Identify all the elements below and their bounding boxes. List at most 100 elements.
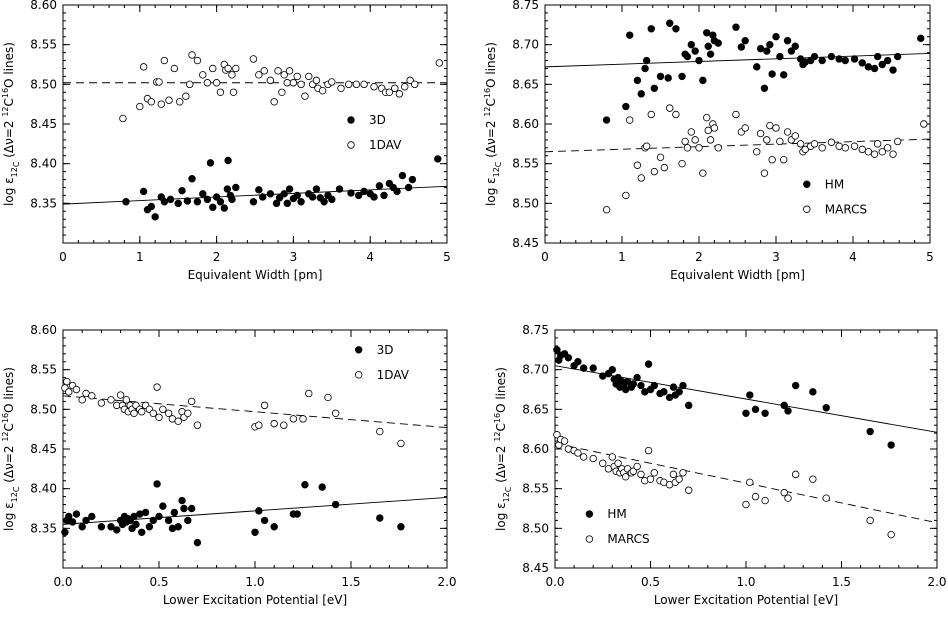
data-point-1dav	[160, 56, 169, 65]
data-point-hm	[889, 66, 897, 74]
y-tick-label: 8.45	[30, 442, 57, 456]
data-point-1dav	[122, 396, 131, 404]
data-point-3d	[178, 496, 186, 505]
data-point-1dav	[285, 67, 294, 75]
data-point-hm	[818, 56, 826, 65]
data-point-1dav	[209, 64, 217, 73]
data-point-marcs	[629, 467, 638, 475]
y-tick-label: 8.45	[30, 117, 57, 131]
data-point-3d	[223, 185, 232, 193]
data-point-1dav	[136, 102, 144, 111]
x-tick-label: 2.0	[437, 575, 456, 589]
data-point-1dav	[331, 409, 340, 417]
data-point-3d	[375, 182, 384, 190]
data-point-marcs	[772, 124, 780, 132]
data-point-marcs	[633, 462, 641, 471]
data-point-3d	[266, 190, 275, 198]
legend-label: HM	[825, 177, 844, 191]
data-point-1dav	[274, 67, 282, 75]
data-point-hm	[666, 19, 674, 27]
data-point-1dav	[401, 83, 409, 91]
data-point-hm	[827, 52, 836, 61]
data-point-3d	[275, 194, 284, 202]
data-point-marcs	[660, 163, 669, 172]
legend-label: 3D	[377, 343, 394, 357]
data-point-3d	[159, 502, 167, 510]
data-point-marcs	[746, 478, 754, 487]
data-point-1dav	[184, 409, 192, 417]
data-point-marcs	[650, 167, 659, 176]
data-point-marcs	[672, 110, 680, 119]
data-point-1dav	[139, 63, 148, 71]
x-tick-label: 2	[213, 250, 221, 264]
data-point-hm	[741, 37, 749, 45]
data-point-3d	[203, 195, 212, 204]
data-point-1dav	[249, 55, 258, 63]
y-tick-label: 8.50	[30, 402, 57, 416]
data-point-1dav	[229, 88, 238, 96]
data-point-3d	[380, 191, 388, 200]
data-point-marcs	[644, 446, 653, 455]
data-point-hm	[751, 405, 760, 414]
data-point-hm	[656, 72, 665, 81]
data-point-3d	[151, 213, 159, 221]
x-tick-label: 4	[849, 250, 857, 264]
data-point-1dav	[411, 80, 419, 89]
data-point-hm	[637, 381, 645, 390]
legend-label: 1DAV	[369, 138, 402, 152]
data-point-1dav	[186, 80, 194, 89]
data-point-3d	[187, 504, 196, 513]
data-point-hm	[809, 388, 817, 396]
data-point-3d	[318, 483, 326, 491]
fit-line-hm	[544, 52, 931, 68]
y-tick-label: 8.65	[522, 402, 549, 416]
data-point-hm	[660, 388, 668, 396]
data-point-hm	[760, 84, 769, 92]
data-point-hm	[669, 383, 678, 391]
data-point-hm	[742, 409, 750, 417]
data-point-marcs	[780, 155, 788, 164]
data-point-hm	[672, 25, 680, 33]
data-point-hm	[704, 42, 712, 50]
data-point-1dav	[155, 413, 163, 421]
data-point-hm	[633, 76, 642, 85]
data-point-marcs	[866, 516, 874, 525]
legend-label: HM	[607, 507, 626, 521]
data-point-3d	[141, 508, 150, 517]
y-tick-label: 8.50	[522, 521, 549, 535]
data-point-marcs	[791, 470, 800, 479]
data-point-1dav	[182, 92, 190, 100]
data-point-3d	[255, 507, 263, 515]
data-point-3d	[331, 500, 340, 509]
data-point-hm	[642, 56, 651, 65]
data-point-marcs	[710, 124, 719, 132]
y-tick-label: 8.65	[512, 77, 539, 91]
data-point-marcs	[599, 459, 607, 467]
data-point-marcs	[646, 475, 655, 483]
y-tick-label: 8.55	[30, 363, 57, 377]
data-point-1dav	[155, 78, 163, 86]
data-point-marcs	[766, 121, 774, 130]
data-point-3d	[216, 198, 225, 206]
data-point-marcs	[703, 113, 711, 122]
data-point-marcs	[741, 124, 749, 132]
data-point-1dav	[232, 64, 240, 73]
data-point-1dav	[289, 79, 298, 87]
data-point-hm	[810, 52, 819, 61]
data-point-marcs	[841, 144, 849, 152]
y-tick-label: 8.45	[522, 561, 549, 575]
data-point-marcs	[751, 492, 760, 501]
y-tick-label: 8.55	[522, 482, 549, 496]
data-point-3d	[122, 198, 130, 206]
data-point-3d	[249, 198, 258, 206]
y-tick-label: 8.40	[30, 157, 57, 171]
data-point-hm	[791, 42, 799, 50]
data-point-3d	[354, 191, 363, 200]
data-point-1dav	[187, 397, 196, 406]
data-point-3d	[283, 199, 291, 208]
data-point-marcs	[642, 142, 651, 150]
data-point-3d	[68, 518, 77, 526]
data-point-hm	[574, 358, 582, 366]
data-point-1dav	[255, 71, 263, 79]
data-point-1dav	[293, 72, 301, 81]
